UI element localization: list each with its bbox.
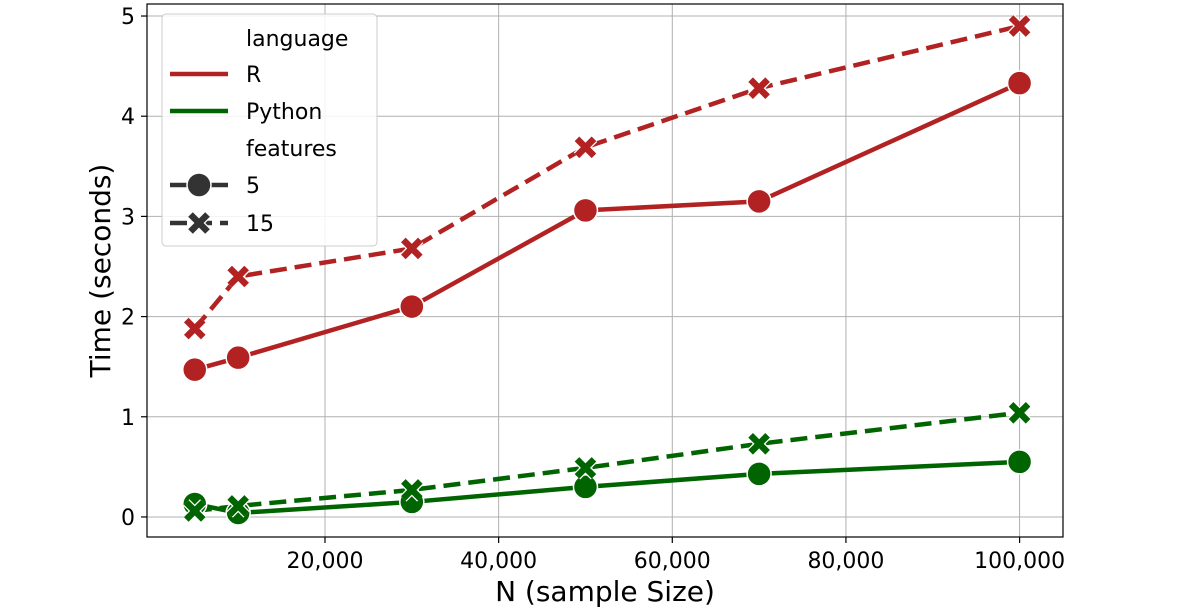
legend-label-python: Python bbox=[246, 100, 322, 125]
data-point-python-15 bbox=[400, 478, 424, 502]
y-tick-label: 4 bbox=[121, 105, 135, 130]
data-point-r-15 bbox=[183, 316, 207, 341]
legend-label-r: R bbox=[246, 63, 261, 88]
legend-title-features: features bbox=[246, 137, 337, 162]
legend-features-5-glyph bbox=[170, 172, 228, 198]
legend-features-15-marker bbox=[187, 211, 211, 235]
y-tick-label: 3 bbox=[121, 205, 135, 230]
data-point-r-5 bbox=[1006, 70, 1033, 96]
y-tick-label: 2 bbox=[121, 306, 135, 331]
x-marker-stroke bbox=[574, 457, 597, 479]
data-point-python-5 bbox=[572, 474, 599, 500]
x-marker-stroke bbox=[1008, 15, 1031, 37]
legend-features-5-marker bbox=[186, 172, 212, 198]
y-tick-label: 5 bbox=[121, 5, 135, 30]
data-point-r-15 bbox=[1007, 14, 1032, 38]
y-tick-label: 0 bbox=[121, 506, 135, 531]
x-marker-stroke bbox=[748, 433, 770, 455]
data-point-r-15 bbox=[573, 135, 598, 159]
data-point-python-15 bbox=[573, 456, 598, 480]
x-marker-stroke bbox=[574, 136, 597, 159]
data-point-python-15 bbox=[226, 494, 250, 518]
x-marker-stroke bbox=[401, 237, 423, 260]
x-marker-stroke bbox=[183, 317, 206, 340]
data-point-python-5 bbox=[746, 461, 772, 487]
x-marker-stroke bbox=[748, 77, 770, 99]
x-marker-stroke bbox=[188, 212, 210, 234]
data-point-r-15 bbox=[400, 236, 424, 261]
y-tick-label: 1 bbox=[121, 406, 135, 431]
data-point-r-5 bbox=[225, 344, 251, 371]
x-marker-stroke bbox=[401, 479, 423, 501]
data-point-python-5 bbox=[1006, 449, 1033, 475]
x-marker-stroke bbox=[227, 265, 249, 288]
x-tick-label: 60,000 bbox=[634, 549, 711, 574]
data-point-r-15 bbox=[226, 264, 250, 289]
legend-label-features-15: 15 bbox=[246, 212, 274, 237]
data-point-r-5 bbox=[572, 197, 599, 224]
x-axis-title: N (sample Size) bbox=[495, 575, 715, 608]
x-marker-stroke bbox=[183, 500, 206, 522]
legend: language R Python features 5 15 bbox=[161, 13, 378, 247]
data-point-python-15 bbox=[747, 432, 771, 456]
series-line-python-5 bbox=[194, 459, 1020, 516]
data-point-r-5 bbox=[399, 293, 425, 320]
x-tick-label: 40,000 bbox=[460, 549, 537, 574]
data-point-r-5 bbox=[182, 356, 208, 383]
y-axis-title: Time (seconds) bbox=[84, 164, 117, 379]
x-tick-label: 20,000 bbox=[286, 549, 363, 574]
legend-features-15-glyph bbox=[170, 211, 228, 235]
y-axis-ticks: 0 1 2 3 4 5 bbox=[121, 5, 147, 531]
data-point-r-5 bbox=[746, 188, 772, 215]
x-axis-ticks: 20,000 40,000 60,000 80,000 100,000 bbox=[286, 537, 1065, 574]
x-marker-stroke bbox=[1008, 401, 1031, 424]
legend-label-features-5: 5 bbox=[246, 174, 260, 199]
data-point-python-15 bbox=[1007, 401, 1032, 425]
x-marker-stroke bbox=[227, 495, 249, 517]
x-tick-label: 80,000 bbox=[807, 549, 884, 574]
legend-title-language: language bbox=[246, 27, 348, 52]
series-markers bbox=[182, 14, 1033, 526]
x-tick-label: 100,000 bbox=[974, 549, 1065, 574]
plot-frame bbox=[146, 3, 1064, 538]
data-point-r-15 bbox=[747, 76, 771, 100]
series-line-python-15 bbox=[194, 410, 1020, 514]
data-point-python-15 bbox=[183, 499, 207, 523]
